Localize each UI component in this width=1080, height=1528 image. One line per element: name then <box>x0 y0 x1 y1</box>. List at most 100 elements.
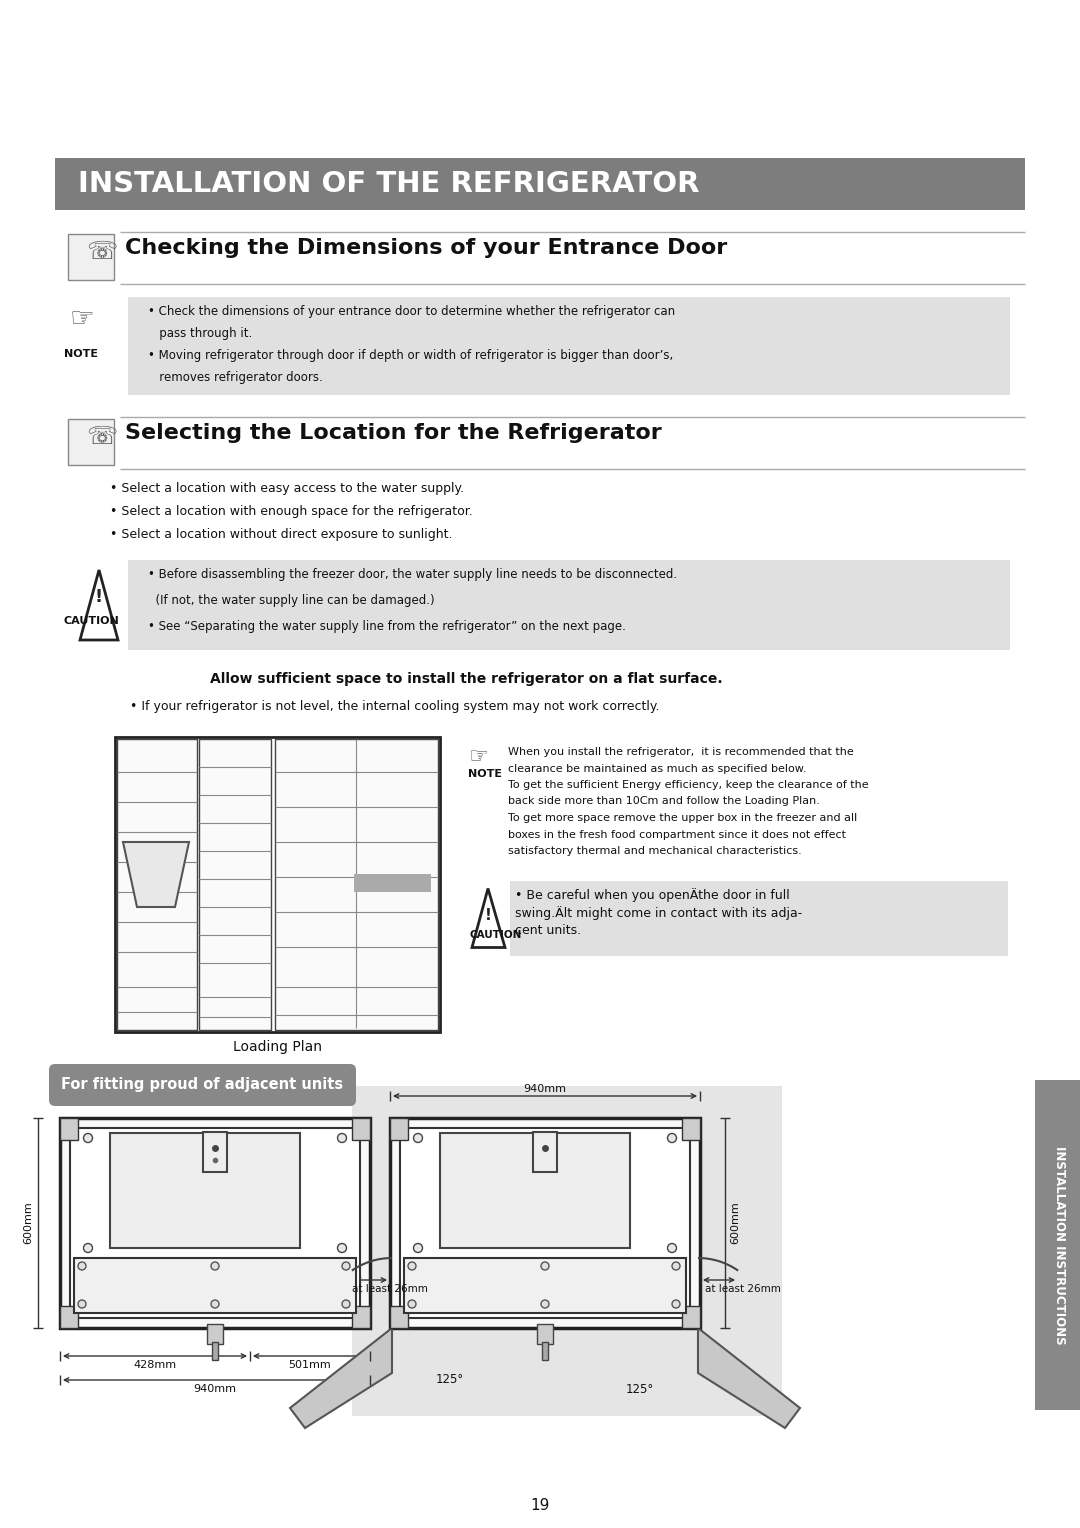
Bar <box>117 740 197 1030</box>
Circle shape <box>78 1262 86 1270</box>
Text: ☏: ☏ <box>71 425 118 449</box>
Circle shape <box>83 1244 93 1253</box>
Circle shape <box>667 1134 676 1143</box>
Bar <box>129 559 1010 649</box>
Bar <box>352 1306 370 1328</box>
Text: at least 26mm: at least 26mm <box>705 1284 781 1294</box>
Bar <box>114 736 440 1031</box>
Text: 940mm: 940mm <box>193 1384 237 1394</box>
Bar <box>510 880 1008 955</box>
Text: at least 26mm: at least 26mm <box>352 1284 428 1294</box>
Text: cent units.: cent units. <box>515 924 581 938</box>
Text: When you install the refrigerator,  it is recommended that the: When you install the refrigerator, it is… <box>508 747 854 756</box>
Bar <box>354 874 431 892</box>
Text: • Select a location with enough space for the refrigerator.: • Select a location with enough space fo… <box>110 504 473 518</box>
Text: For fitting proud of adjacent units: For fitting proud of adjacent units <box>62 1077 343 1093</box>
Circle shape <box>211 1300 219 1308</box>
Text: ☏: ☏ <box>71 240 118 264</box>
Bar <box>1035 1080 1080 1410</box>
Text: • Be careful when you openÄthe door in full: • Be careful when you openÄthe door in f… <box>515 888 789 903</box>
Text: 125°: 125° <box>436 1374 464 1386</box>
Bar <box>534 1132 557 1172</box>
Circle shape <box>414 1134 422 1143</box>
Polygon shape <box>123 842 189 908</box>
Bar <box>75 1258 356 1313</box>
Polygon shape <box>291 1328 392 1429</box>
Text: ☞: ☞ <box>70 306 95 333</box>
Text: removes refrigerator doors.: removes refrigerator doors. <box>148 371 323 384</box>
Bar <box>199 740 271 1030</box>
Bar <box>70 1128 360 1319</box>
Text: • Select a location without direct exposure to sunlight.: • Select a location without direct expos… <box>110 529 453 541</box>
Bar <box>390 1306 408 1328</box>
Circle shape <box>414 1244 422 1253</box>
Bar <box>352 1118 370 1140</box>
Bar <box>60 1118 78 1140</box>
Text: 600mm: 600mm <box>23 1201 33 1244</box>
Circle shape <box>83 1134 93 1143</box>
Bar <box>60 1306 78 1328</box>
Bar <box>275 740 438 1030</box>
Text: 501mm: 501mm <box>288 1360 332 1371</box>
Text: Allow sufficient space to install the refrigerator on a flat surface.: Allow sufficient space to install the re… <box>210 672 723 686</box>
Text: boxes in the fresh food compartment since it does not effect: boxes in the fresh food compartment sinc… <box>508 830 846 839</box>
Circle shape <box>337 1134 347 1143</box>
Text: To get more space remove the upper box in the freezer and all: To get more space remove the upper box i… <box>508 813 858 824</box>
Text: pass through it.: pass through it. <box>148 327 253 341</box>
Bar <box>68 234 114 280</box>
Bar <box>212 1342 218 1360</box>
Text: Selecting the Location for the Refrigerator: Selecting the Location for the Refrigera… <box>125 423 662 443</box>
Circle shape <box>78 1300 86 1308</box>
Circle shape <box>408 1262 416 1270</box>
Polygon shape <box>698 1328 800 1429</box>
Circle shape <box>342 1262 350 1270</box>
Text: 940mm: 940mm <box>524 1083 567 1094</box>
Text: • If your refrigerator is not level, the internal cooling system may not work co: • If your refrigerator is not level, the… <box>130 700 660 714</box>
Bar <box>681 1118 700 1140</box>
Text: CAUTION: CAUTION <box>470 931 523 941</box>
Bar <box>352 1086 782 1416</box>
Bar <box>60 1118 370 1328</box>
Text: • Before disassembling the freezer door, the water supply line needs to be disco: • Before disassembling the freezer door,… <box>148 568 677 581</box>
Bar <box>129 296 1010 396</box>
Text: NOTE: NOTE <box>468 769 502 779</box>
Text: satisfactory thermal and mechanical characteristics.: satisfactory thermal and mechanical char… <box>508 847 801 856</box>
Circle shape <box>342 1300 350 1308</box>
Circle shape <box>408 1300 416 1308</box>
Bar <box>542 1342 548 1360</box>
Text: swing.Ält might come in contact with its adja-: swing.Ält might come in contact with its… <box>515 906 802 920</box>
Text: 600mm: 600mm <box>730 1201 740 1244</box>
Circle shape <box>672 1300 680 1308</box>
Text: INSTALLATION INSTRUCTIONS: INSTALLATION INSTRUCTIONS <box>1053 1146 1066 1345</box>
Bar <box>681 1306 700 1328</box>
Circle shape <box>211 1262 219 1270</box>
Text: !: ! <box>485 909 491 923</box>
Text: 428mm: 428mm <box>134 1360 176 1371</box>
Text: 19: 19 <box>530 1497 550 1513</box>
Text: ☞: ☞ <box>468 747 488 767</box>
Text: (If not, the water supply line can be damaged.): (If not, the water supply line can be da… <box>148 594 434 607</box>
Text: • Check the dimensions of your entrance door to determine whether the refrigerat: • Check the dimensions of your entrance … <box>148 306 675 318</box>
Text: • See “Separating the water supply line from the refrigerator” on the next page.: • See “Separating the water supply line … <box>148 620 626 633</box>
Bar <box>203 1132 227 1172</box>
Text: CAUTION: CAUTION <box>63 616 119 626</box>
Circle shape <box>667 1244 676 1253</box>
Bar <box>55 157 1025 209</box>
Circle shape <box>337 1244 347 1253</box>
Bar <box>400 1128 690 1319</box>
Circle shape <box>541 1300 549 1308</box>
Text: !: ! <box>95 588 103 607</box>
Text: INSTALLATION OF THE REFRIGERATOR: INSTALLATION OF THE REFRIGERATOR <box>78 170 700 199</box>
Text: • Select a location with easy access to the water supply.: • Select a location with easy access to … <box>110 481 464 495</box>
Text: • Moving refrigerator through door if depth or width of refrigerator is bigger t: • Moving refrigerator through door if de… <box>148 348 673 362</box>
Text: Loading Plan: Loading Plan <box>233 1041 322 1054</box>
Bar <box>390 1118 700 1328</box>
FancyBboxPatch shape <box>49 1063 356 1106</box>
Bar <box>440 1132 630 1248</box>
Bar <box>537 1323 553 1345</box>
Bar <box>390 1118 408 1140</box>
Bar <box>404 1258 686 1313</box>
Text: NOTE: NOTE <box>64 348 98 359</box>
Bar <box>68 419 114 465</box>
Bar <box>110 1132 300 1248</box>
